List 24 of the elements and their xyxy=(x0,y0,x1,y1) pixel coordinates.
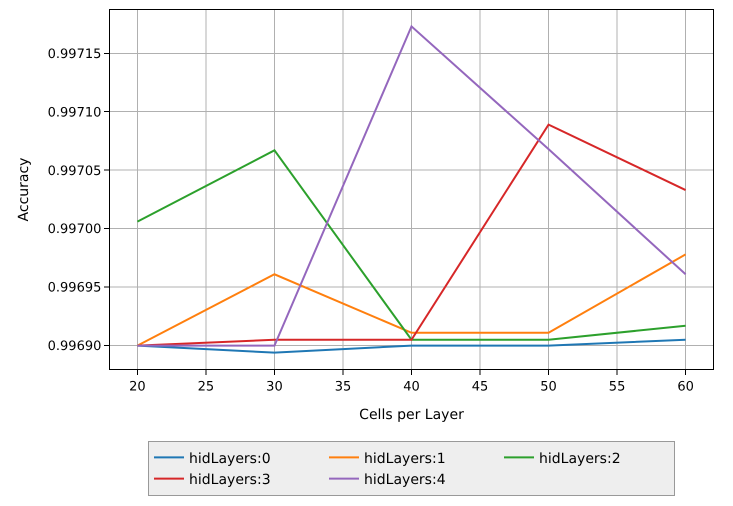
x-tick-label: 25 xyxy=(198,380,214,395)
line-series xyxy=(136,25,687,347)
legend-label: hidLayers:2 xyxy=(539,450,621,467)
legend-label: hidLayers:1 xyxy=(364,450,446,467)
y-tick-label: 0.99700 xyxy=(48,222,102,238)
y-tick-label: 0.99715 xyxy=(48,46,102,62)
y-axis-title: Accuracy xyxy=(16,158,32,222)
x-tick-label: 60 xyxy=(677,380,694,395)
x-tick-label: 55 xyxy=(608,380,626,395)
y-tick-label: 0.99690 xyxy=(48,339,102,354)
y-tick-label: 0.99705 xyxy=(48,164,102,179)
x-tick-label: 20 xyxy=(129,380,146,395)
x-tick-label: 50 xyxy=(540,380,557,395)
legend-label: hidLayers:4 xyxy=(364,472,446,488)
x-axis-title: Cells per Layer xyxy=(359,406,464,423)
line-series xyxy=(136,253,687,347)
x-tick-label: 45 xyxy=(472,380,488,395)
x-tick-label: 30 xyxy=(266,380,283,395)
legend-label: hidLayers:3 xyxy=(189,472,271,488)
legend-label: hidLayers:0 xyxy=(189,450,271,467)
y-tick-label: 0.99695 xyxy=(48,280,102,296)
x-tick-label: 35 xyxy=(334,380,352,395)
y-tick-label: 0.99710 xyxy=(48,105,102,120)
x-tick-label: 40 xyxy=(403,380,420,395)
